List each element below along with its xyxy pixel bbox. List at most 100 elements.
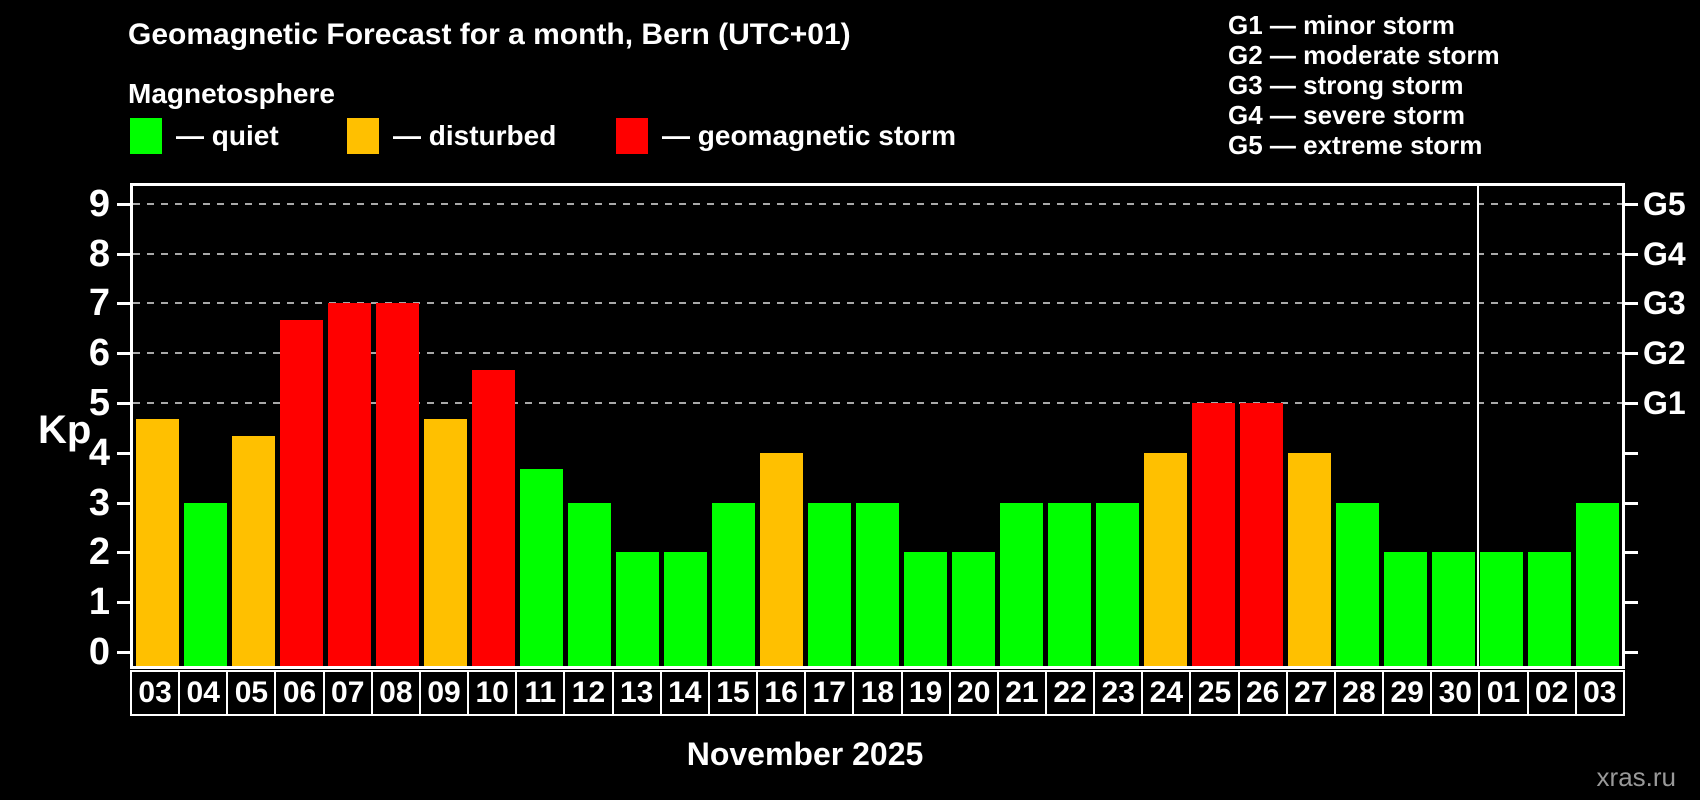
bar-day-10 xyxy=(471,369,515,666)
gridline-kp-5 xyxy=(133,402,1622,404)
bar-day-03 xyxy=(135,419,179,666)
day-label-17: 17 xyxy=(806,672,855,714)
y-tick-label-7: 7 xyxy=(88,282,110,325)
y-tick-label-3: 3 xyxy=(88,481,110,524)
day-label-18: 18 xyxy=(854,672,903,714)
legend-item-disturbed: — disturbed xyxy=(347,118,556,154)
x-axis-day-labels: 03 04 05 06 07 08 09 10 11 12 13 14 15 16 17 18 19 20 21 22… xyxy=(130,670,1625,716)
bar-day-24 xyxy=(1144,452,1188,666)
day-label-30: 30 xyxy=(1432,672,1481,714)
bar-day-12 xyxy=(567,502,611,666)
day-label-28: 28 xyxy=(1336,672,1385,714)
y-tick-5 xyxy=(117,402,130,405)
subtitle-magnetosphere: Magnetosphere xyxy=(128,78,335,109)
watermark: xras.ru xyxy=(1596,762,1676,792)
day-label-10: 10 xyxy=(469,672,518,714)
day-label-04: 04 xyxy=(180,672,229,714)
y-tick-6 xyxy=(117,352,130,356)
y-tick-label-5: 5 xyxy=(88,382,110,424)
bar-day-28 xyxy=(1336,502,1380,666)
day-label-14: 14 xyxy=(662,672,710,714)
y-tick-label-9: 9 xyxy=(88,182,110,225)
y-tick-label-1: 1 xyxy=(88,581,110,624)
legend-label: — disturbed xyxy=(393,120,557,151)
bar-day-23 xyxy=(1096,502,1140,666)
bar-day-02 xyxy=(1528,552,1572,666)
g-axis-label-G4: G4 xyxy=(1643,235,1686,272)
day-label-15: 15 xyxy=(710,672,759,714)
day-label-11: 11 xyxy=(517,672,566,714)
bar-day-11 xyxy=(519,469,563,666)
bar-day-29 xyxy=(1384,552,1428,666)
gridline-kp-9 xyxy=(133,202,1622,205)
month-separator-line xyxy=(1476,186,1479,666)
x-axis-label: November 2025 xyxy=(686,736,924,772)
chart-plot-area xyxy=(130,183,1625,669)
legend-label: — quiet xyxy=(176,120,279,151)
bar-day-13 xyxy=(615,552,659,666)
bar-day-09 xyxy=(423,419,467,666)
y-tick-label-2: 2 xyxy=(88,531,110,574)
bar-day-04 xyxy=(183,502,227,666)
bar-day-30 xyxy=(1432,552,1476,666)
bar-day-25 xyxy=(1192,403,1236,666)
gridline-kp-8 xyxy=(133,252,1622,255)
g-axis-label-G3: G3 xyxy=(1643,285,1686,322)
day-label-02: 02 xyxy=(1529,672,1577,714)
right-tick-4 xyxy=(1625,451,1638,455)
day-label-21: 21 xyxy=(999,672,1047,714)
right-tick-9 xyxy=(1625,202,1638,206)
bar-day-17 xyxy=(807,502,851,666)
bar-day-16 xyxy=(759,452,803,666)
bar-day-15 xyxy=(711,502,755,666)
day-label-03: 03 xyxy=(1583,676,1617,709)
bar-day-22 xyxy=(1048,502,1092,666)
right-tick-3 xyxy=(1625,501,1638,505)
bar-day-26 xyxy=(1240,403,1284,666)
storm-scale-legend-line: G3 — strong storm xyxy=(1228,70,1464,100)
y-tick-0 xyxy=(117,651,130,654)
bar-day-27 xyxy=(1288,452,1332,666)
y-tick-label-0: 0 xyxy=(88,631,110,673)
day-label-20: 20 xyxy=(951,672,999,714)
day-label-25: 25 xyxy=(1191,672,1240,714)
legend-item-storm: — geomagnetic storm xyxy=(616,118,956,154)
y-tick-label-6: 6 xyxy=(88,332,110,375)
day-label-01: 01 xyxy=(1480,672,1529,714)
day-label-24: 24 xyxy=(1143,672,1192,714)
legend-item-quiet: — quiet xyxy=(130,118,279,154)
day-label-16: 16 xyxy=(758,672,807,714)
y-tick-label-8: 8 xyxy=(88,232,110,275)
storm-scale-legend: G1 — minor storm G2 — moderate storm G3 — … xyxy=(1228,10,1500,160)
legend-label: — geomagnetic storm xyxy=(662,120,957,151)
bar-day-01 xyxy=(1480,552,1524,666)
day-label-05: 05 xyxy=(228,672,277,714)
storm-scale-legend-line: G5 — extreme storm xyxy=(1228,130,1483,160)
g-axis-label-G5: G5 xyxy=(1643,185,1686,222)
bar-day-14 xyxy=(663,552,707,666)
y-axis-label: Kp xyxy=(38,408,92,452)
y-tick-3 xyxy=(117,501,130,505)
day-label-27: 27 xyxy=(1288,672,1336,714)
day-label-12: 12 xyxy=(565,672,614,714)
bar-day-05 xyxy=(231,436,275,666)
bar-day-08 xyxy=(375,303,419,666)
y-tick-4 xyxy=(117,451,130,455)
y-tick-7 xyxy=(117,302,130,306)
quiet-swatch-icon xyxy=(130,118,162,154)
day-label-29: 29 xyxy=(1384,672,1433,714)
bar-day-19 xyxy=(904,552,948,666)
bar-day-20 xyxy=(952,552,996,666)
right-tick-1 xyxy=(1625,601,1638,605)
gridline-kp-7 xyxy=(133,302,1622,305)
day-label-26: 26 xyxy=(1240,672,1288,714)
day-label-07: 07 xyxy=(325,672,373,714)
day-label-22: 22 xyxy=(1047,672,1096,714)
bar-day-03 xyxy=(1576,502,1620,666)
y-tick-label-4: 4 xyxy=(88,431,110,474)
right-tick-8 xyxy=(1625,252,1638,256)
gridline-kp-6 xyxy=(133,352,1622,355)
storm-swatch-icon xyxy=(616,118,648,154)
day-label-23: 23 xyxy=(1095,672,1144,714)
